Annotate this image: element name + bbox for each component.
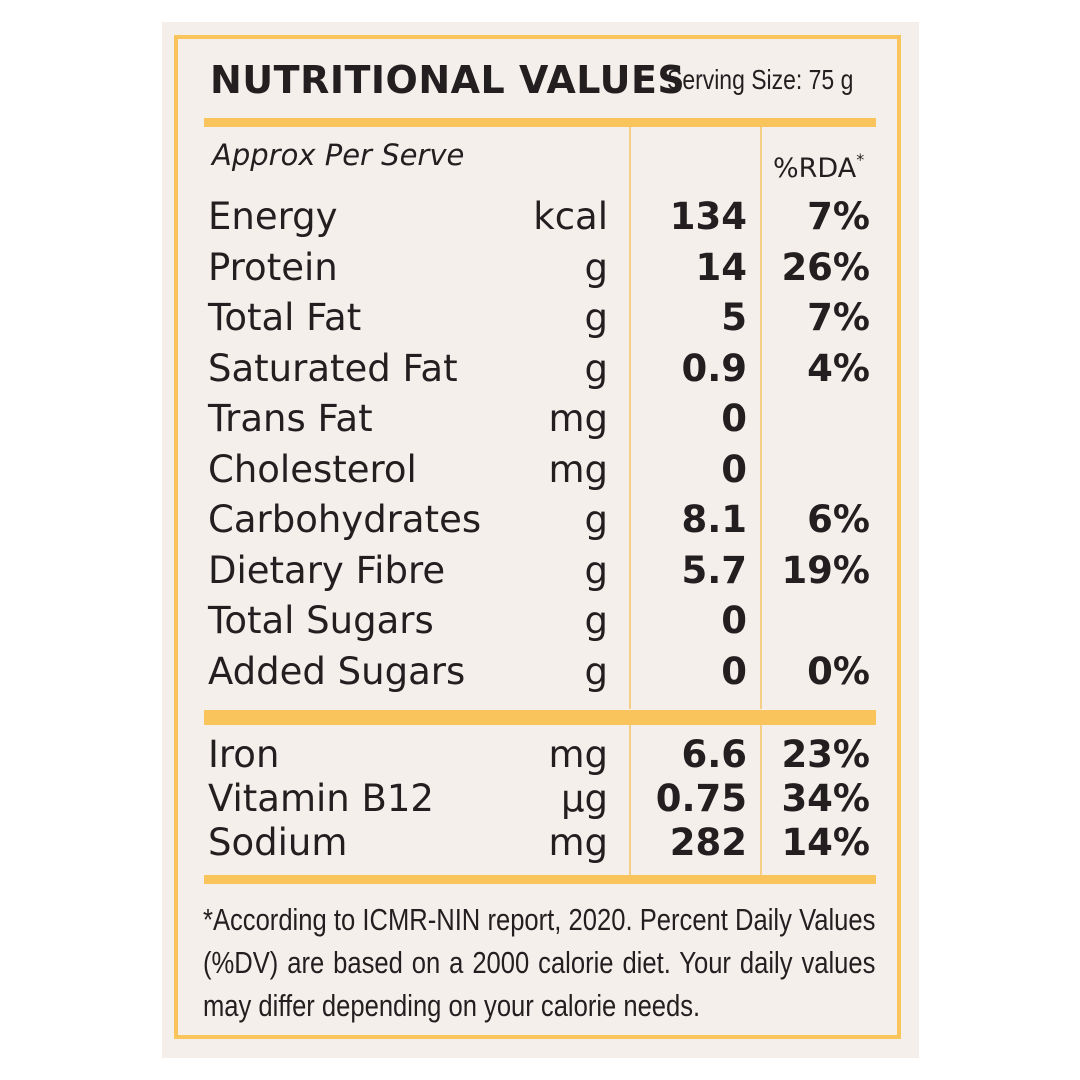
nutrient-amount: 0.9	[681, 346, 747, 390]
table-row: Trans Fat mg 0	[0, 397, 1080, 447]
serving-size: Serving Size: 75 g	[667, 64, 854, 95]
nutrient-name: Cholesterol	[208, 447, 417, 491]
nutrient-rda: 23%	[781, 733, 870, 776]
rda-footnote-mark: *	[856, 150, 865, 169]
nutrient-rda: 4%	[807, 346, 870, 390]
nutrient-rda: 14%	[781, 821, 870, 864]
nutrient-name: Total Sugars	[208, 599, 434, 642]
nutrient-unit: mg	[548, 733, 608, 776]
nutrient-amount: 0	[721, 599, 747, 642]
nutrient-amount: 0	[721, 397, 747, 440]
table-row: Vitamin B12 µg 0.75 34%	[0, 777, 1080, 827]
nutrient-unit: g	[584, 599, 609, 642]
nutrient-unit: mg	[548, 397, 608, 440]
nutrient-rda: 6%	[807, 498, 870, 541]
nutrient-name: Dietary Fibre	[208, 548, 446, 592]
nutrient-rda: 0%	[807, 649, 870, 693]
table-row: Dietary Fibre g 5.7 19%	[0, 549, 1080, 599]
nutrient-unit: mg	[548, 447, 608, 491]
divider-bottom	[204, 875, 876, 884]
nutrient-name: Total Fat	[208, 296, 362, 339]
nutrient-unit: g	[584, 498, 609, 541]
nutrient-name: Trans Fat	[208, 397, 373, 440]
rda-header: %RDA*	[773, 150, 864, 184]
table-row: Cholesterol mg 0	[0, 448, 1080, 498]
nutrient-name: Protein	[208, 245, 338, 289]
table-row: Added Sugars g 0 0%	[0, 650, 1080, 700]
nutrient-unit: µg	[560, 777, 608, 820]
nutrient-unit: kcal	[533, 195, 608, 238]
nutrient-unit: g	[584, 245, 609, 289]
nutrient-unit: g	[584, 649, 609, 693]
nutrient-amount: 0.75	[655, 777, 747, 820]
column-divider-rda	[760, 127, 762, 709]
nutrient-amount: 6.6	[681, 733, 747, 776]
column-divider-amount-lower	[629, 725, 631, 875]
nutrient-rda: 19%	[781, 548, 870, 592]
nutrient-name: Iron	[208, 733, 280, 776]
divider-middle	[204, 710, 876, 725]
table-row: Total Sugars g 0	[0, 599, 1080, 649]
nutrient-name: Carbohydrates	[208, 498, 482, 541]
table-row: Protein g 14 26%	[0, 246, 1080, 296]
table-row: Saturated Fat g 0.9 4%	[0, 347, 1080, 397]
approx-per-serve: Approx Per Serve	[212, 138, 465, 172]
nutrient-rda: 34%	[781, 777, 870, 820]
nutrient-amount: 0	[721, 649, 747, 693]
table-row: Energy kcal 134 7%	[0, 195, 1080, 245]
nutrient-amount: 134	[669, 195, 747, 238]
footnote: *According to ICMR-NIN report, 2020. Per…	[203, 902, 876, 1023]
nutrient-rda: 7%	[807, 296, 870, 339]
nutrient-amount: 5.7	[681, 548, 747, 592]
nutrient-amount: 282	[669, 821, 747, 864]
nutrient-name: Sodium	[208, 821, 348, 864]
table-row: Carbohydrates g 8.1 6%	[0, 498, 1080, 548]
nutrient-rda: 7%	[807, 195, 870, 238]
table-row: Sodium mg 282 14%	[0, 821, 1080, 871]
nutrient-name: Added Sugars	[208, 649, 466, 693]
nutrient-unit: g	[584, 296, 609, 339]
nutrient-rda: 26%	[781, 245, 870, 289]
column-divider-amount	[629, 127, 631, 709]
nutrient-name: Energy	[208, 195, 338, 238]
divider-top	[204, 118, 876, 127]
nutrient-unit: g	[584, 548, 609, 592]
rda-label: %RDA	[773, 153, 857, 184]
nutrient-amount: 8.1	[681, 498, 747, 541]
nutrient-name: Vitamin B12	[208, 777, 434, 820]
label-frame	[174, 35, 901, 1039]
table-row: Total Fat g 5 7%	[0, 296, 1080, 346]
nutrient-amount: 5	[721, 296, 747, 339]
table-row: Iron mg 6.6 23%	[0, 733, 1080, 783]
nutrient-amount: 14	[695, 245, 748, 289]
label-title: NUTRITIONAL VALUES	[210, 58, 686, 102]
nutrient-amount: 0	[721, 447, 747, 491]
label-card	[162, 22, 919, 1058]
column-divider-rda-lower	[760, 725, 762, 875]
nutrient-name: Saturated Fat	[208, 346, 458, 390]
nutrient-unit: g	[584, 346, 609, 390]
nutrient-unit: mg	[548, 821, 608, 864]
